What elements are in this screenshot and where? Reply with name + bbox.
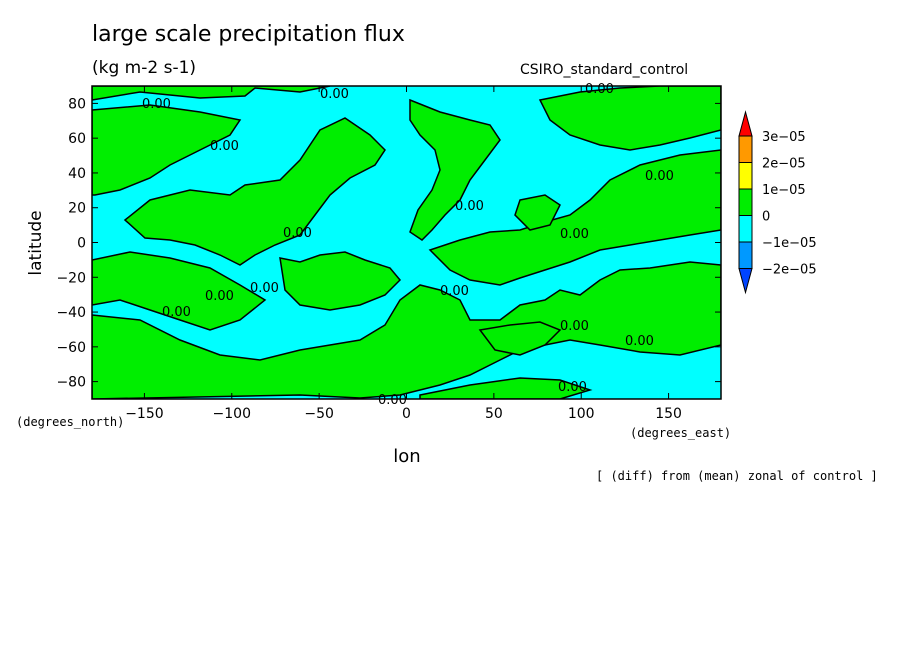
y-tick-label: 80 — [68, 96, 86, 112]
x-tick-label: 150 — [655, 406, 682, 422]
contour-label: 0.00 — [585, 82, 614, 97]
y-axis-units: (degrees_north) — [16, 415, 125, 429]
colorbar-label: −1e−05 — [762, 236, 817, 251]
contour-label: 0.00 — [560, 227, 589, 242]
y-tick-label: −40 — [56, 305, 86, 321]
y-axis-label: latitude — [26, 210, 46, 276]
footer-note: [ (diff) from (mean) zonal of control ] — [596, 469, 878, 483]
contour-label: 0.00 — [320, 87, 349, 102]
positive-region — [538, 86, 721, 151]
contour-label: 0.00 — [440, 284, 469, 299]
y-tick-label: 60 — [68, 131, 86, 147]
positive-region — [92, 251, 267, 331]
positive-region — [409, 98, 501, 241]
colorbar-swatch — [738, 135, 753, 163]
contour-label: 0.00 — [558, 380, 587, 395]
dataset-label: CSIRO_standard_control — [520, 62, 689, 78]
positive-region — [92, 86, 331, 101]
plot-area: 0.00 0.00 0.00 0.00 0.00 0.00 0.00 0.00 … — [91, 82, 722, 408]
colorbar-label: 1e−05 — [762, 183, 806, 198]
contour-labels: 0.00 0.00 0.00 0.00 0.00 0.00 0.00 0.00 … — [142, 82, 674, 408]
colorbar-swatch — [738, 215, 753, 243]
contour-label: 0.00 — [625, 334, 654, 349]
colorbar: 3e−05 2e−05 1e−05 0 −1e−05 −2e−05 — [738, 110, 817, 295]
positive-region — [514, 194, 561, 231]
x-tick-label: −50 — [304, 406, 334, 422]
x-tick-label: 100 — [568, 406, 595, 422]
y-tick-label: −60 — [56, 340, 86, 356]
contour-label: 0.00 — [210, 139, 239, 154]
y-tick-label: 0 — [77, 236, 86, 252]
x-tick-label: −150 — [125, 406, 163, 422]
positive-region — [92, 104, 242, 196]
positive-region — [92, 261, 721, 399]
y-axis: −80 −60 −40 −20 0 20 40 60 80 — [56, 96, 721, 391]
chart-title: large scale precipitation flux — [92, 22, 405, 47]
colorbar-swatch — [738, 241, 753, 269]
contour-label: 0.00 — [283, 226, 312, 241]
y-tick-label: −20 — [56, 270, 86, 286]
contour-label: 0.00 — [142, 97, 171, 112]
y-tick-label: 40 — [68, 166, 86, 182]
colorbar-swatch — [738, 188, 753, 216]
colorbar-label: −2e−05 — [762, 263, 817, 278]
positive-region — [478, 321, 562, 356]
positive-region — [419, 377, 593, 399]
contour-label: 0.00 — [205, 289, 234, 304]
colorbar-swatch — [738, 110, 753, 137]
positive-region — [279, 251, 402, 311]
contour-label: 0.00 — [162, 305, 191, 320]
colorbar-label: 0 — [762, 210, 770, 225]
contour-label: 0.00 — [250, 281, 279, 296]
contour-label: 0.00 — [645, 169, 674, 184]
x-axis-label: lon — [393, 446, 421, 467]
colorbar-swatch — [738, 268, 753, 295]
x-tick-label: 0 — [402, 406, 411, 422]
colorbar-label: 2e−05 — [762, 157, 806, 172]
positive-region — [123, 117, 386, 266]
y-tick-label: −80 — [56, 375, 86, 391]
contour-label: 0.00 — [560, 319, 589, 334]
colorbar-swatch — [738, 162, 753, 190]
x-tick-label: 50 — [485, 406, 503, 422]
x-axis: −150 −100 −50 0 50 100 150 — [125, 86, 682, 422]
contour-label: 0.00 — [378, 393, 407, 408]
colorbar-label: 3e−05 — [762, 130, 806, 145]
contour-label: 0.00 — [455, 199, 484, 214]
x-axis-units: (degrees_east) — [630, 426, 732, 440]
chart-units: (kg m-2 s-1) — [92, 58, 197, 78]
x-tick-label: −100 — [213, 406, 251, 422]
y-tick-label: 20 — [68, 201, 86, 217]
